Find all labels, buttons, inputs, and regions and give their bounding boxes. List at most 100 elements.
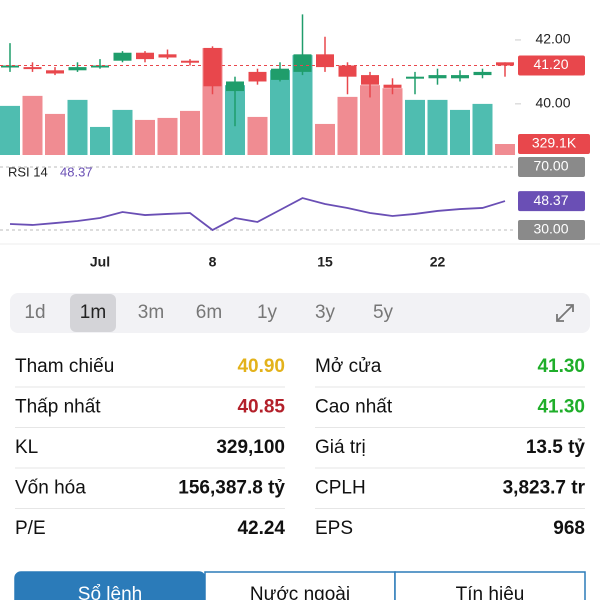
- candle-body: [226, 81, 244, 92]
- stat-value: 968: [553, 518, 585, 539]
- candle-body: [23, 67, 42, 70]
- volume-bar: [135, 119, 155, 155]
- rsi-level-label: 30.00: [533, 221, 568, 237]
- stat-label: P/E: [15, 518, 46, 539]
- volume-badge: [518, 134, 590, 155]
- x-tick-label: 15: [317, 254, 333, 270]
- volume-bar: [315, 123, 335, 155]
- stat-label: KL: [15, 437, 38, 458]
- period-bar: [10, 293, 590, 333]
- stat-value: 42.24: [237, 518, 285, 539]
- stat-label: Vốn hóa: [15, 478, 86, 499]
- rsi-level-badge: [518, 157, 585, 177]
- volume-bar: [405, 99, 425, 155]
- candle-body: [496, 62, 514, 66]
- stat-value: 156,387.8 tỷ: [178, 478, 285, 499]
- rsi-level-badge: [518, 220, 585, 240]
- candle-body: [136, 52, 154, 60]
- stat-label: Giá trị: [315, 437, 366, 458]
- rsi-line: [9, 197, 506, 232]
- stat-label: Cao nhất: [315, 397, 393, 418]
- stat-value: 40.85: [237, 397, 285, 418]
- rsi-badge: [518, 191, 585, 212]
- candle-body: [68, 67, 87, 71]
- stat-value: 13.5 tỷ: [526, 437, 586, 458]
- volume-bar: [112, 109, 133, 155]
- volume-bar: [180, 110, 200, 155]
- volume-bar: [22, 95, 43, 155]
- bottom-tab-label[interactable]: Tín hiệu: [456, 584, 525, 600]
- stat-value: 41.30: [537, 356, 585, 377]
- volume-bar: [495, 144, 515, 155]
- rsi-level-label: 70.00: [533, 158, 568, 174]
- x-tick-label: Jul: [90, 254, 110, 270]
- period-selected: [70, 294, 116, 332]
- stat-label: Tham chiếu: [15, 356, 114, 377]
- volume-bar: [45, 113, 65, 155]
- expand-icon[interactable]: [556, 304, 574, 322]
- candle-body: [113, 52, 132, 61]
- bottom-tab[interactable]: [394, 571, 586, 600]
- volume-bar: [292, 55, 313, 156]
- candle-body: [181, 60, 199, 63]
- candle-body: [1, 65, 19, 68]
- bottom-tab-label[interactable]: Sổ lệnh: [78, 584, 142, 600]
- rsi-badge-label: 48.37: [533, 192, 568, 208]
- candle-body: [406, 76, 424, 79]
- stat-label: CPLH: [315, 478, 366, 499]
- volume-label: 329.1K: [532, 135, 577, 151]
- candle-body: [271, 68, 289, 80]
- x-tick-label: 8: [209, 254, 217, 270]
- stat-value: 41.30: [537, 397, 585, 418]
- candle-body: [91, 65, 109, 68]
- volume-bar: [270, 70, 290, 155]
- volume-bar: [427, 99, 448, 155]
- rsi-name: RSI 14: [8, 164, 48, 179]
- candle-body: [473, 71, 492, 76]
- stat-value: 40.90: [237, 356, 285, 377]
- volume-bar: [90, 126, 110, 155]
- candle-body: [46, 70, 64, 74]
- period-tab[interactable]: 1d: [24, 302, 45, 323]
- x-tick-label: 22: [430, 254, 446, 270]
- period-tab[interactable]: 3m: [138, 302, 164, 323]
- last-price-badge: [518, 55, 585, 76]
- stat-value: 3,823.7 tr: [503, 478, 586, 499]
- period-tab[interactable]: 1y: [257, 302, 278, 323]
- bottom-tab[interactable]: [204, 571, 396, 600]
- volume-bar: [67, 99, 88, 155]
- stat-label: Thấp nhất: [15, 397, 101, 418]
- period-tab[interactable]: 6m: [196, 302, 222, 323]
- volume-bar: [247, 116, 268, 155]
- candle-body: [428, 75, 447, 79]
- volume-bar: [0, 105, 20, 155]
- volume-bar: [472, 103, 493, 155]
- period-tab[interactable]: 5y: [373, 302, 394, 323]
- bottom-tab-label[interactable]: Nước ngoài: [250, 584, 350, 600]
- candle-body: [338, 65, 357, 77]
- stat-label: EPS: [315, 518, 353, 539]
- volume-bar: [382, 88, 403, 155]
- volume-bar: [337, 96, 358, 155]
- last-price-label: 41.20: [533, 56, 568, 72]
- volume-bar: [360, 85, 380, 155]
- candle-body: [316, 54, 334, 68]
- candle-body: [248, 71, 267, 82]
- candle-body: [293, 54, 312, 72]
- volume-bar: [450, 109, 470, 155]
- stat-label: Mở cửa: [315, 356, 382, 377]
- period-tab[interactable]: 3y: [315, 302, 336, 323]
- candle-body: [383, 84, 402, 88]
- candle-body: [203, 47, 222, 87]
- price-tick-label: 42.00: [535, 31, 570, 47]
- candle-body: [451, 75, 469, 79]
- volume-bar: [157, 117, 178, 155]
- price-tick-label: 40.00: [535, 95, 570, 111]
- period-tab[interactable]: 1m: [80, 302, 106, 323]
- candle-body: [158, 54, 177, 58]
- rsi-value: 48.37: [60, 164, 93, 179]
- candle-body: [361, 75, 379, 85]
- stat-value: 329,100: [216, 437, 285, 458]
